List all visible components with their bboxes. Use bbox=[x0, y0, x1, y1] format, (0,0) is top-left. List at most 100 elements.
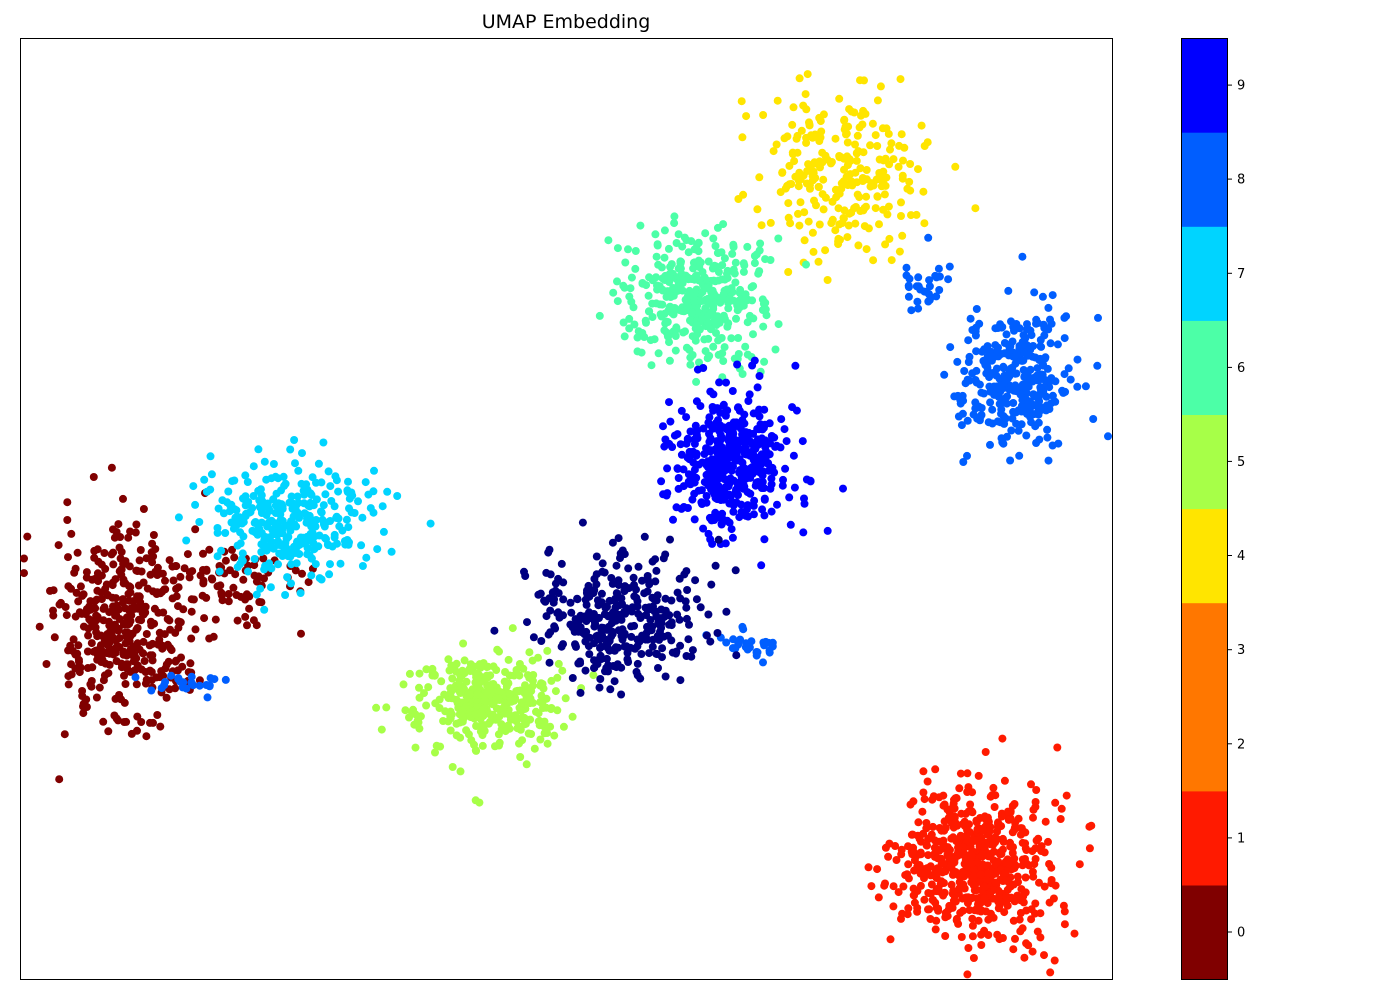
scatter-point-label-1 bbox=[931, 870, 940, 879]
scatter-point-label-9 bbox=[581, 666, 590, 675]
scatter-point-label-8 bbox=[1039, 360, 1047, 369]
scatter-point-label-0 bbox=[241, 595, 250, 604]
scatter-point-label-8 bbox=[1053, 340, 1062, 349]
scatter-point-label-5 bbox=[513, 686, 522, 695]
scatter-point-label-0 bbox=[79, 622, 88, 631]
scatter-point-label-1 bbox=[974, 916, 983, 925]
scatter-point-label-0 bbox=[123, 660, 132, 669]
scatter-point-label-1 bbox=[937, 826, 946, 835]
scatter-point-label-8 bbox=[971, 404, 980, 413]
scatter-point-label-1 bbox=[1015, 915, 1024, 924]
scatter-point-label-0 bbox=[239, 575, 248, 584]
scatter-point-label-9 bbox=[623, 648, 632, 657]
scatter-point-label-9 bbox=[490, 626, 499, 635]
scatter-point-label-1 bbox=[963, 769, 972, 778]
scatter-point-label-0 bbox=[112, 714, 121, 723]
scatter-point-label-0 bbox=[55, 775, 64, 784]
scatter-point-label-9 bbox=[743, 488, 752, 497]
scatter-point-label-1 bbox=[1031, 798, 1040, 806]
scatter-point-label-9 bbox=[628, 603, 637, 612]
scatter-point-label-0 bbox=[99, 616, 108, 625]
scatter-point-label-6 bbox=[724, 319, 733, 328]
scatter-point-label-8 bbox=[1003, 432, 1011, 441]
scatter-point-label-7 bbox=[260, 565, 269, 574]
scatter-point-label-6 bbox=[752, 250, 761, 259]
scatter-point-label-5 bbox=[411, 743, 420, 752]
scatter-point-label-9 bbox=[559, 640, 567, 649]
scatter-point-label-5 bbox=[494, 694, 503, 703]
scatter-point-label-5 bbox=[372, 703, 381, 712]
scatter-point-label-9 bbox=[674, 474, 683, 482]
scatter-point-label-8 bbox=[174, 675, 183, 684]
scatter-point-label-6 bbox=[711, 242, 720, 250]
scatter-point-label-8 bbox=[944, 275, 953, 284]
scatter-point-label-4 bbox=[837, 153, 846, 162]
scatter-point-label-5 bbox=[525, 697, 534, 706]
scatter-point-label-9 bbox=[709, 406, 718, 415]
scatter-point-label-4 bbox=[881, 181, 890, 190]
scatter-point-label-5 bbox=[460, 684, 468, 693]
scatter-point-label-4 bbox=[796, 198, 805, 207]
scatter-point-label-9 bbox=[770, 433, 779, 442]
scatter-point-label-9 bbox=[614, 581, 623, 589]
scatter-point-label-8 bbox=[1058, 386, 1067, 395]
scatter-point-label-0 bbox=[172, 562, 181, 571]
scatter-point-label-8 bbox=[1006, 456, 1015, 465]
scatter-point-label-7 bbox=[383, 487, 392, 496]
scatter-point-label-8 bbox=[1005, 372, 1014, 381]
scatter-point-label-5 bbox=[415, 669, 424, 678]
scatter-point-label-5 bbox=[452, 719, 461, 728]
scatter-point-label-7 bbox=[309, 538, 318, 547]
scatter-point-label-1 bbox=[973, 825, 982, 834]
scatter-point-label-1 bbox=[963, 788, 972, 796]
scatter-point-label-1 bbox=[954, 843, 962, 852]
scatter-point-label-0 bbox=[196, 571, 205, 580]
scatter-point-label-9 bbox=[693, 365, 702, 374]
colorbar-tick-label: 3 bbox=[1237, 643, 1245, 658]
scatter-point-label-9 bbox=[668, 443, 677, 451]
scatter-point-label-1 bbox=[1000, 776, 1009, 785]
scatter-point-label-5 bbox=[510, 696, 518, 705]
scatter-point-label-0 bbox=[70, 568, 79, 577]
scatter-point-label-1 bbox=[924, 834, 933, 843]
scatter-point-label-1 bbox=[1010, 800, 1019, 808]
scatter-point-label-6 bbox=[677, 257, 685, 266]
scatter-point-label-9 bbox=[632, 593, 641, 602]
scatter-point-label-9 bbox=[664, 611, 673, 620]
scatter-point-label-7 bbox=[321, 490, 330, 499]
scatter-point-label-0 bbox=[63, 516, 72, 524]
scatter-point-label-0 bbox=[150, 619, 159, 628]
scatter-point-label-8 bbox=[940, 370, 949, 379]
scatter-point-label-1 bbox=[886, 935, 895, 944]
scatter-point-label-5 bbox=[495, 647, 503, 656]
scatter-point-label-7 bbox=[236, 528, 245, 537]
scatter-point-label-1 bbox=[1024, 941, 1033, 950]
scatter-point-label-0 bbox=[147, 548, 156, 557]
scatter-point-label-9 bbox=[610, 646, 619, 655]
scatter-point-label-4 bbox=[873, 192, 882, 201]
scatter-point-label-7 bbox=[267, 516, 276, 525]
scatter-point-label-4 bbox=[860, 76, 868, 85]
scatter-point-label-6 bbox=[647, 361, 656, 370]
scatter-point-label-0 bbox=[163, 615, 172, 623]
scatter-point-label-5 bbox=[519, 664, 528, 673]
scatter-point-label-8 bbox=[1046, 315, 1054, 324]
scatter-point-label-9 bbox=[651, 577, 660, 586]
scatter-point-label-0 bbox=[211, 615, 220, 624]
scatter-point-label-0 bbox=[69, 635, 78, 644]
scatter-point-label-1 bbox=[1046, 968, 1055, 977]
scatter-point-label-0 bbox=[79, 709, 88, 718]
colorbar-tick-label: 9 bbox=[1237, 79, 1245, 94]
scatter-point-label-4 bbox=[789, 103, 798, 112]
scatter-point-label-0 bbox=[67, 529, 76, 538]
scatter-point-label-4 bbox=[889, 155, 898, 164]
scatter-point-label-0 bbox=[105, 638, 114, 647]
scatter-point-label-0 bbox=[128, 629, 137, 638]
scatter-point-label-8 bbox=[925, 276, 934, 285]
scatter-point-label-9 bbox=[760, 511, 769, 520]
scatter-point-label-9 bbox=[702, 492, 711, 500]
scatter-point-label-7 bbox=[345, 494, 354, 503]
scatter-point-label-4 bbox=[866, 141, 875, 150]
scatter-point-label-5 bbox=[382, 703, 391, 712]
scatter-point-label-5 bbox=[464, 730, 473, 739]
